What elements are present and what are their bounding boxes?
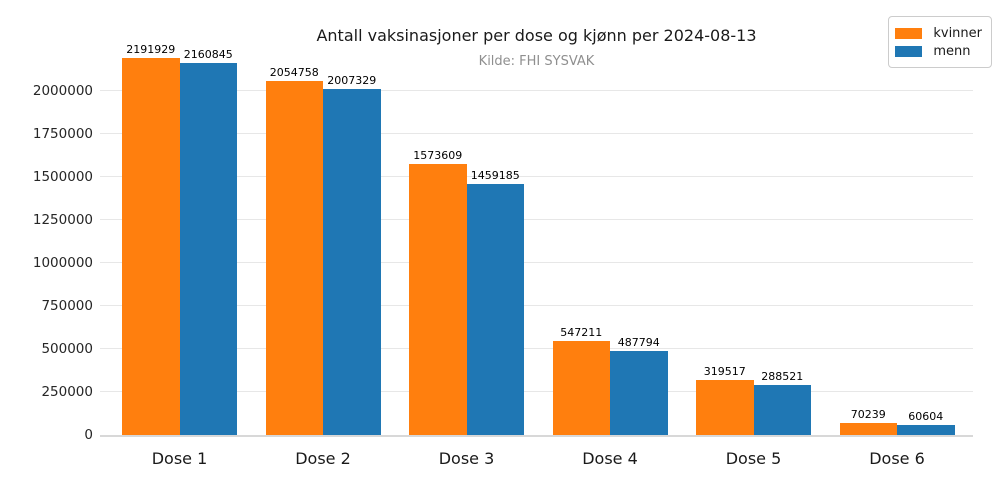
bar-kvinner: 547211	[552, 326, 610, 435]
x-axis-tick-label: Dose 5	[725, 449, 782, 468]
legend-label-kvinner: kvinner	[933, 25, 982, 41]
bar-group-dose-1: 2191929 2160845	[122, 39, 237, 437]
bar-value-label: 547211	[560, 325, 603, 339]
y-axis-tick-label: 1750000	[32, 125, 93, 142]
legend-item-kvinner: kvinner	[895, 24, 982, 42]
y-axis-tick-label: 750000	[41, 297, 93, 314]
bar-value-label: 2191929	[126, 42, 176, 56]
legend: kvinner menn	[888, 16, 992, 68]
bar-kvinner: 70239	[839, 408, 897, 435]
y-axis-tick-label: 2000000	[32, 82, 93, 99]
bar-value-label: 319517	[703, 365, 746, 378]
x-axis-tick-label: Dose 2	[295, 449, 351, 468]
legend-swatch-menn	[895, 45, 923, 57]
gridline	[100, 390, 973, 392]
x-axis-baseline	[100, 435, 973, 437]
x-axis-tick-label: Dose 1	[151, 449, 208, 468]
bar-value-label: 2007329	[327, 74, 377, 88]
plot-area: 2191929 2160845 2054758 2007329 1573609 14591…	[100, 39, 973, 437]
bar-value-label: 487794	[617, 336, 660, 350]
bar-menn: 2007329	[323, 74, 381, 435]
bar-value-label: 1459185	[470, 168, 520, 182]
legend-item-menn: menn	[895, 42, 982, 60]
y-axis-tick-label: 0	[84, 427, 93, 443]
bar-value-label: 1573609	[413, 149, 463, 163]
y-axis-tick-label: 1250000	[32, 211, 93, 228]
chart-title: Antall vaksinasjoner per dose og kjønn p…	[316, 26, 757, 45]
x-axis-tick-label: Dose 4	[582, 449, 638, 468]
y-axis-tick-label: 1000000	[32, 254, 93, 271]
bar-menn: 2160845	[179, 48, 237, 435]
chart-subtitle: Kilde: FHI SYSVAK	[478, 54, 595, 69]
bar-group-dose-6: 70239 60604	[839, 39, 955, 437]
bar-menn: 1459185	[466, 169, 524, 435]
gridline	[100, 175, 973, 177]
x-axis-tick-label: Dose 6	[869, 449, 925, 468]
bar-value-label: 2160845	[183, 47, 233, 61]
gridline	[100, 304, 973, 306]
bar-menn: 60604	[897, 410, 955, 435]
bar-group-dose-3: 1573609 1459185	[409, 39, 524, 437]
y-axis-tick-label: 500000	[41, 340, 93, 357]
bar-menn: 288521	[753, 370, 811, 435]
legend-swatch-kvinner	[895, 27, 923, 39]
legend-label-menn: menn	[933, 43, 971, 59]
gridline	[100, 261, 973, 263]
bar-value-label: 60604	[908, 409, 944, 423]
bar-kvinner: 2191929	[122, 43, 180, 435]
bar-value-label: 70239	[850, 407, 886, 421]
gridline	[100, 218, 973, 220]
bar-kvinner: 1573609	[409, 149, 467, 435]
x-axis-tick-label: Dose 3	[438, 449, 495, 468]
gridline	[100, 132, 973, 134]
bar-kvinner: 2054758	[265, 66, 323, 435]
bar-group-dose-2: 2054758 2007329	[265, 39, 381, 437]
bar-value-label: 2054758	[269, 66, 319, 80]
gridline	[100, 89, 973, 91]
y-axis-tick-label: 250000	[41, 383, 93, 400]
bar-group-dose-5: 319517 288521	[696, 39, 811, 437]
bar-value-label: 288521	[761, 370, 804, 384]
bar-kvinner: 319517	[696, 365, 754, 435]
gridline	[100, 347, 973, 349]
bar-group-dose-4: 547211 487794	[552, 39, 668, 437]
y-axis-tick-label: 1500000	[32, 168, 93, 185]
bar-menn: 487794	[610, 336, 668, 435]
